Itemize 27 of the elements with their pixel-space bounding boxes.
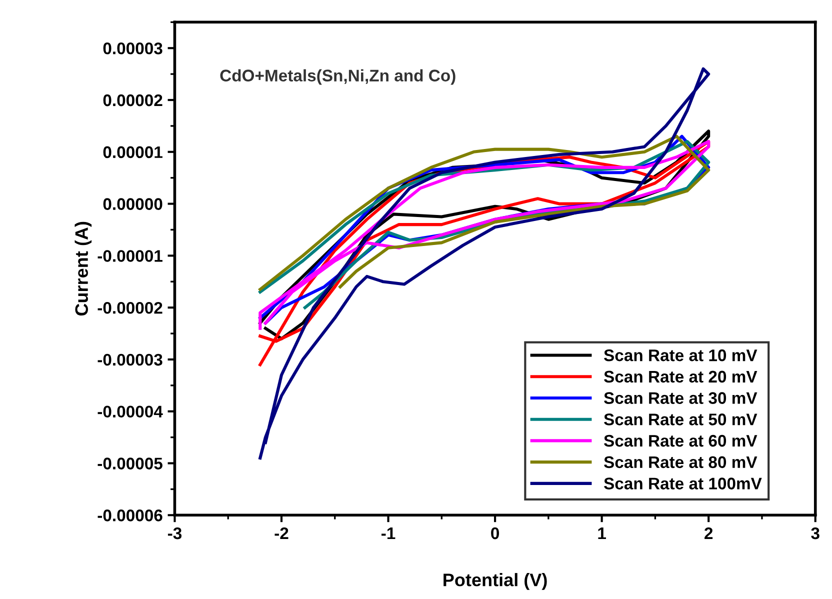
legend-label: Scan Rate at 50 mV [604, 414, 758, 426]
y-tick-label: -0.00001 [98, 250, 162, 262]
y-tick-label: 0.00002 [103, 94, 162, 106]
legend-label: Scan Rate at 20 mV [604, 370, 758, 383]
annotation: CdO+Metals(Sn,Ni,Zn and Co) [220, 69, 456, 85]
y-tick-label: -0.00002 [98, 302, 162, 314]
y-tick-label: -0.00003 [98, 354, 162, 366]
y-tick-label: -0.00005 [98, 458, 162, 470]
x-tick-label: -3 [168, 527, 182, 540]
x-tick-label: 3 [811, 527, 820, 540]
legend-label: Scan Rate at 30 mV [604, 392, 758, 404]
x-tick-label: 2 [704, 527, 713, 540]
legend-label: Scan Rate at 100mV [604, 478, 762, 490]
x-tick-label: 1 [598, 528, 606, 540]
legend-label: Scan Rate at 10 mV [604, 349, 758, 362]
x-tick-label: -2 [274, 527, 288, 540]
x-tick-label: -1 [382, 528, 396, 540]
x-tick-label: 0 [491, 527, 499, 540]
legend-label: Scan Rate at 60 mV [604, 434, 758, 447]
y-tick-label: -0.00004 [98, 406, 163, 418]
x-axis-title: Potential (V) [444, 573, 547, 590]
legend-label: Scan Rate at 80 mV [604, 456, 758, 468]
y-tick-label: 0.00001 [103, 146, 162, 158]
y-axis-title: Current (A) [74, 222, 92, 316]
y-tick-label: -0.00006 [98, 510, 162, 522]
y-tick-label: 0.00000 [103, 198, 162, 210]
y-tick-label: 0.00003 [103, 42, 162, 54]
